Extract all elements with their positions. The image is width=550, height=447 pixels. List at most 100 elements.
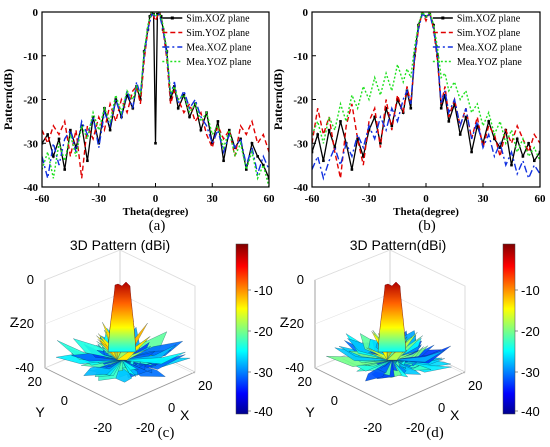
sidelobe-petal [121,351,186,365]
series-point [515,137,519,141]
legend-marker [441,16,445,20]
series-point [322,159,325,163]
y-tick-label: -10 [23,51,38,63]
y-tick-label: -20 [363,420,382,435]
series-point [356,137,359,141]
legend-label: Mea.YOZ plane [186,57,252,68]
legend-label: Sim.XOZ plane [457,14,521,25]
series-point [188,115,191,119]
panel-a-line-chart: -60 -30 0 30 60 0 -10 -20 -30 -40 Theta(degree) Pat… [1,7,275,218]
y-tick-label: -30 [23,138,38,150]
x-tick-label: -20 [136,420,155,435]
grid-line [389,249,466,287]
caption-a: (a) [149,218,166,234]
y-axis-label: Pattern(dB) [271,69,285,130]
series-point [538,150,540,154]
series-point [256,155,259,158]
colorbar-tick-label: -40 [521,404,540,419]
legend-label: Sim.YOZ plane [457,28,521,39]
series-point [396,98,399,101]
series-point [409,106,413,110]
series-point [74,146,78,149]
colorbar-tick-label: -10 [521,283,540,298]
y-tick-label: -20 [93,420,112,435]
series-point [108,128,112,132]
series-point [312,150,314,154]
y-tick-label: -20 [23,95,38,107]
series-point [173,85,176,88]
series-point [267,176,269,180]
axes-floor-edge [44,367,196,406]
x-tick-label: 30 [207,193,219,205]
series-line-mea-yoz-plane [42,12,269,187]
series-point [176,106,180,110]
caption-b: (b) [418,218,436,234]
grid-line [314,249,391,281]
y-tick-label: 0 [331,393,338,408]
x-tick-label: 0 [153,193,159,205]
series-point [339,120,342,123]
series-point [390,124,394,128]
x-tick-label: -20 [406,420,425,435]
series-point [493,137,496,141]
series-point [245,168,248,171]
x-tick-label: 20 [198,378,212,393]
colorbar-tick-label: -20 [254,324,273,339]
series-point [239,137,242,141]
surface-title: 3D Pattern (dBi) [70,237,170,253]
z-axis-label: Z [10,314,19,330]
series-point [57,137,61,141]
z-tick-label: -40 [15,360,34,375]
x-tick-label: 0 [423,193,429,205]
x-axis-label: X [450,407,460,423]
grid-line [119,249,196,287]
colorbar [502,243,516,415]
colorbar-tick-label: -30 [254,365,273,380]
grid-line [44,249,121,281]
series-point [521,155,525,158]
colorbar [235,243,249,415]
y-tick-label: 20 [28,374,42,389]
series-point [367,128,371,132]
z-tick-label: 0 [297,272,304,287]
series-point [439,106,443,110]
series-point [125,93,129,97]
series-point [470,150,473,154]
series-point [210,141,214,145]
caption-d: (d) [426,425,444,441]
z-tick-label: -40 [285,360,304,375]
series-line-mea-xoz-plane [42,13,269,179]
y-axis-label: Y [305,404,315,420]
series-point [182,93,186,97]
colorbar-tick-label: -40 [254,404,273,419]
series-point [510,163,513,167]
y-tick-label: -40 [23,182,38,194]
series-point [327,128,331,132]
series-point [114,98,118,101]
series-point [156,12,159,16]
grid-line [389,293,466,331]
panel-b-line-chart: -60 -30 0 30 60 0 -10 -20 -30 -40 Theta(degree) Pat… [271,7,546,218]
x-axis-label: Theta(degree) [123,206,189,218]
series-point [154,141,157,145]
x-tick-label: 60 [535,193,547,205]
series-point [379,141,382,145]
y-tick-label: 0 [33,7,39,19]
series-point [262,163,265,167]
series-point [498,146,502,149]
series-point [139,98,142,101]
x-tick-label: 0 [168,400,175,415]
legend-label: Sim.XOZ plane [186,14,250,25]
series-point [458,133,462,136]
surface-title: 3D Pattern(dBi) [350,237,446,253]
x-axis-label: X [180,407,190,423]
sidelobe-petal [391,350,445,363]
colorbar-tick-label: -10 [254,283,273,298]
main-beam [377,281,407,353]
series-point [333,146,337,149]
x-tick-label: 30 [478,193,490,205]
legend-label: Sim.YOZ plane [186,28,250,39]
y-axis-label: Y [35,404,45,420]
y-tick-label: -40 [293,182,308,194]
